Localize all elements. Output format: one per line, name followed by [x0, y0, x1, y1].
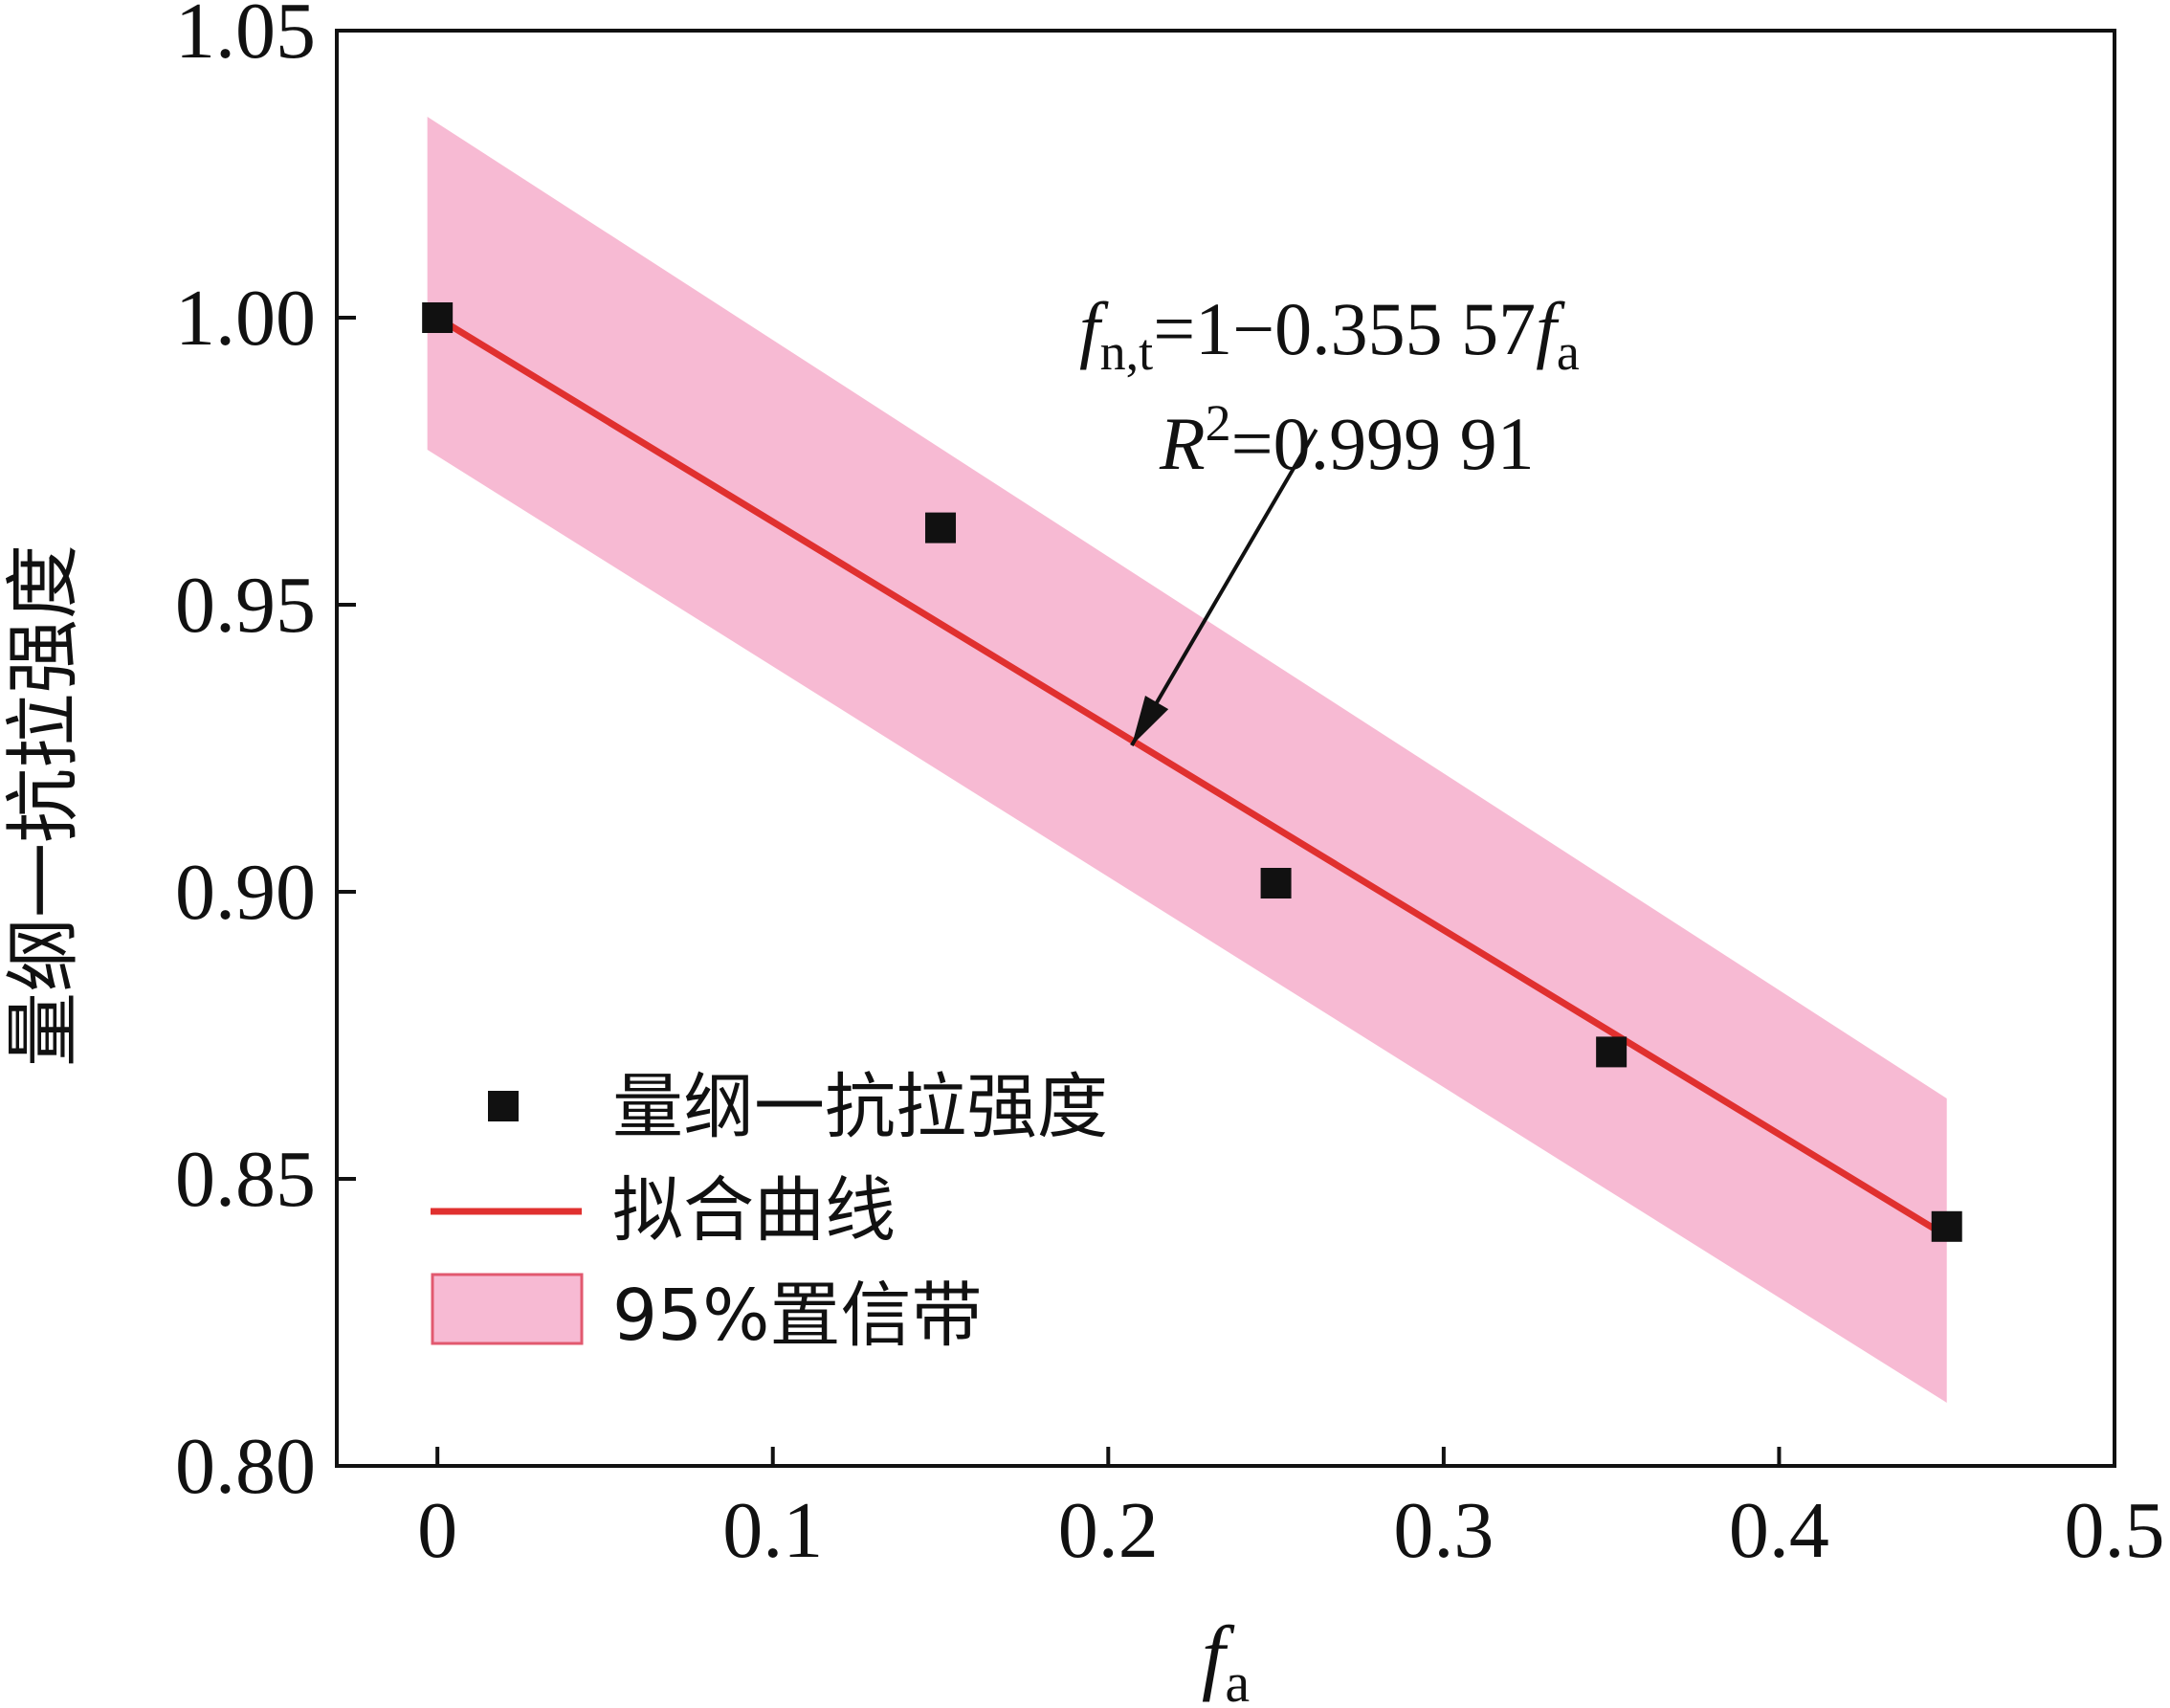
annotation-line: fn,t​=1−0.355 57fa​	[1079, 287, 1580, 381]
y-tick-label: 0.90	[175, 848, 316, 937]
confidence-band-layer	[427, 117, 1947, 1403]
legend-marker-points	[488, 1091, 519, 1121]
y-tick-label: 0.80	[175, 1422, 316, 1511]
annotation-part: n,t	[1100, 323, 1154, 381]
fit-line-layer	[433, 314, 1951, 1240]
confidence-band	[427, 117, 1947, 1403]
y-tick-label: 1.05	[175, 0, 316, 76]
legend-label-band: 95%置信带	[612, 1275, 982, 1357]
x-axis-title: fa	[1202, 1610, 1250, 1708]
annotation-part: R	[1159, 402, 1206, 485]
annotation-part: =0.999 91	[1231, 402, 1535, 485]
x-axis-title-subscript: a	[1225, 1652, 1250, 1708]
x-tick-label: 0.1	[722, 1486, 823, 1575]
annotation-arrow-head	[1131, 696, 1169, 745]
legend-label-points: 量纲一抗拉强度	[612, 1066, 1108, 1148]
annotation-arrow-shaft	[1130, 428, 1318, 747]
x-tick-label: 0	[417, 1486, 457, 1575]
legend-marker-band	[431, 1273, 584, 1345]
y-tick-label: 0.85	[175, 1135, 316, 1224]
legend-label-fit: 拟合曲线	[612, 1169, 896, 1252]
y-axis-title: 量纲一抗拉强度	[1, 544, 87, 1067]
data-point	[925, 512, 957, 543]
x-tick-label: 0.2	[1058, 1486, 1159, 1575]
x-tick-label: 0.4	[1729, 1486, 1829, 1575]
plot-frame	[335, 29, 2116, 1468]
fit-equation-annotation: fn,t​=1−0.355 57fa​ R2​=0.999 91	[1079, 287, 1580, 747]
data-points-layer	[422, 302, 1962, 1242]
x-tick-label: 0.5	[2065, 1486, 2165, 1575]
annotation-part: a	[1557, 323, 1580, 381]
annotation-part: =1−0.355 57	[1153, 287, 1536, 370]
annotation-part: 2	[1206, 394, 1231, 452]
y-tick-label: 0.95	[175, 561, 316, 650]
data-point	[1931, 1210, 1962, 1242]
data-point	[422, 302, 454, 333]
data-point	[1260, 868, 1292, 898]
ticks-layer: 0 0.1 0.2 0.3 0.4 0.5 0.80 0.85 0.90 0.95 1.00 1.05	[175, 0, 2165, 1575]
annotation-line: R2​=0.999 91	[1159, 394, 1535, 485]
fit-line	[433, 314, 1951, 1240]
data-point	[1596, 1036, 1628, 1068]
x-tick-label: 0.3	[1393, 1486, 1494, 1575]
y-tick-label: 1.00	[175, 274, 316, 363]
